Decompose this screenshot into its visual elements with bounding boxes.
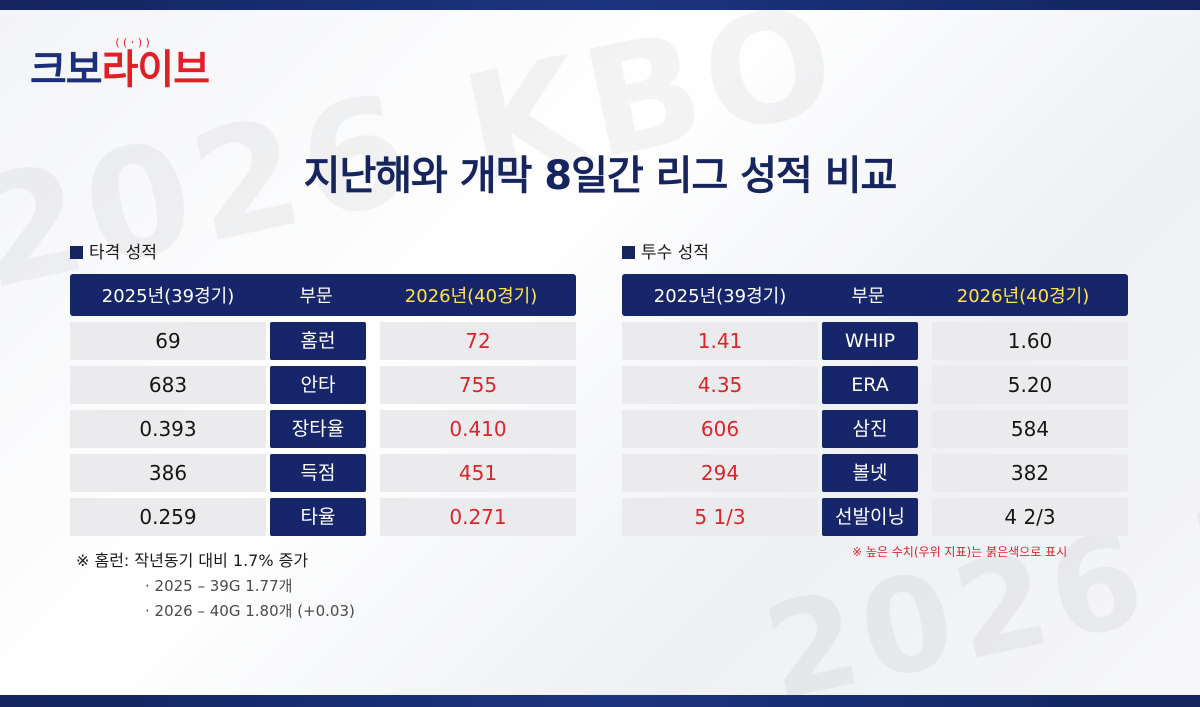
table-row: 683 안타 755 [70,366,576,404]
table-row: 606 삼진 584 [622,410,1128,448]
homerun-note-line-2: · 2026 – 40G 1.80개 (+0.03) [145,602,355,620]
pitching-table: 2025년(39경기) 부문 2026년(40경기) 1.41 WHIP 1.6… [622,274,1128,536]
curr-value: 584 [932,410,1128,448]
table-row: 0.259 타율 0.271 [70,498,576,536]
prev-value: 386 [70,454,266,492]
prev-value: 0.259 [70,498,266,536]
category-label: 삼진 [822,410,918,448]
header-category: 부문 [851,286,885,307]
curr-value: 382 [932,454,1128,492]
logo-part-1: 크보 [30,47,103,93]
prev-value: 4.35 [622,366,818,404]
pitching-section-label: 투수 성적 [622,238,709,263]
table-row: 0.393 장타율 0.410 [70,410,576,448]
curr-value: 0.410 [380,410,576,448]
curr-value: 4 2/3 [932,498,1128,536]
red-highlight-legend: ※ 높은 수치(우위 지표)는 붉은색으로 표시 [852,545,1068,559]
curr-value: 0.271 [380,498,576,536]
curr-value: 755 [380,366,576,404]
batting-table-header: 2025년(39경기) 부문 2026년(40경기) [70,274,576,316]
batting-table: 2025년(39경기) 부문 2026년(40경기) 69 홈런 72 683 … [70,274,576,536]
prev-value: 606 [622,410,818,448]
header-2026: 2026년(40경기) [404,286,538,307]
square-bullet-icon [622,246,635,259]
category-label: 안타 [270,366,366,404]
curr-value: 1.60 [932,322,1128,360]
top-bar [0,0,1200,10]
table-row: 294 볼넷 382 [622,454,1128,492]
table-row: 4.35 ERA 5.20 [622,366,1128,404]
category-label: WHIP [822,322,918,360]
category-label: 장타율 [270,410,366,448]
table-row: 386 득점 451 [70,454,576,492]
prev-value: 5 1/3 [622,498,818,536]
pitching-label-text: 투수 성적 [641,243,709,263]
header-2025: 2025년(39경기) [653,286,787,307]
homerun-note: ※ 홈런: 작년동기 대비 1.7% 증가 [76,551,309,570]
logo-part-2: 라이브 [101,47,210,93]
category-label: 홈런 [270,322,366,360]
batting-section-label: 타격 성적 [70,238,157,263]
header-2026: 2026년(40경기) [956,286,1090,307]
prev-value: 1.41 [622,322,818,360]
prev-value: 294 [622,454,818,492]
category-label: 득점 [270,454,366,492]
broadcast-icon: ((·)) [114,36,153,49]
table-row: 69 홈런 72 [70,322,576,360]
header-2025: 2025년(39경기) [101,286,235,307]
brand-logo: ((·)) 크보라이브 [30,36,210,100]
category-label: ERA [822,366,918,404]
batting-label-text: 타격 성적 [89,243,157,263]
category-label: 타율 [270,498,366,536]
square-bullet-icon [70,246,83,259]
table-row: 5 1/3 선발이닝 4 2/3 [622,498,1128,536]
curr-value: 451 [380,454,576,492]
header-category: 부문 [299,286,333,307]
table-row: 1.41 WHIP 1.60 [622,322,1128,360]
curr-value: 72 [380,322,576,360]
curr-value: 5.20 [932,366,1128,404]
page-title: 지난해와 개막 8일간 리그 성적 비교 [303,153,898,199]
category-label: 볼넷 [822,454,918,492]
bottom-bar [0,695,1200,707]
prev-value: 683 [70,366,266,404]
category-label: 선발이닝 [822,498,918,536]
prev-value: 69 [70,322,266,360]
pitching-table-header: 2025년(39경기) 부문 2026년(40경기) [622,274,1128,316]
prev-value: 0.393 [70,410,266,448]
homerun-note-line-1: · 2025 – 39G 1.77개 [145,577,293,595]
